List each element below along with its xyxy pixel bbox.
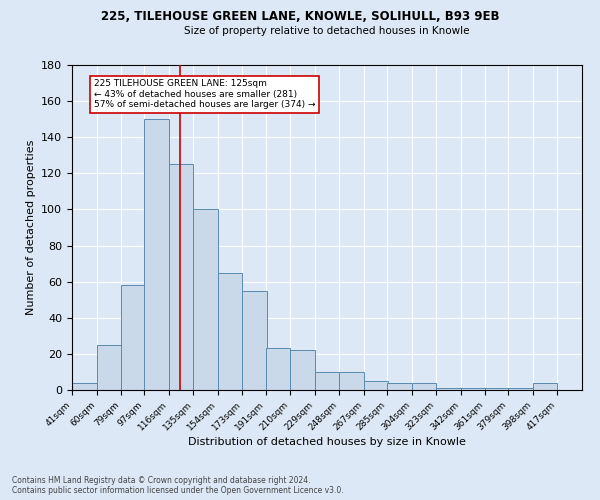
Bar bbox=[387, 383, 412, 390]
Bar bbox=[290, 350, 315, 390]
Y-axis label: Number of detached properties: Number of detached properties bbox=[26, 140, 35, 315]
X-axis label: Distribution of detached houses by size in Knowle: Distribution of detached houses by size … bbox=[188, 438, 466, 448]
Bar bbox=[508, 388, 533, 390]
Bar bbox=[266, 348, 290, 390]
Bar bbox=[169, 164, 193, 390]
Bar bbox=[485, 388, 509, 390]
Bar bbox=[97, 345, 121, 390]
Bar bbox=[339, 372, 364, 390]
Bar bbox=[315, 372, 339, 390]
Bar bbox=[461, 388, 485, 390]
Bar bbox=[533, 383, 557, 390]
Title: Size of property relative to detached houses in Knowle: Size of property relative to detached ho… bbox=[184, 26, 470, 36]
Bar bbox=[218, 272, 242, 390]
Text: 225, TILEHOUSE GREEN LANE, KNOWLE, SOLIHULL, B93 9EB: 225, TILEHOUSE GREEN LANE, KNOWLE, SOLIH… bbox=[101, 10, 499, 23]
Bar bbox=[145, 119, 169, 390]
Bar bbox=[412, 383, 436, 390]
Bar bbox=[364, 381, 388, 390]
Bar bbox=[242, 290, 267, 390]
Text: Contains HM Land Registry data © Crown copyright and database right 2024.
Contai: Contains HM Land Registry data © Crown c… bbox=[12, 476, 344, 495]
Text: 225 TILEHOUSE GREEN LANE: 125sqm
← 43% of detached houses are smaller (281)
57% : 225 TILEHOUSE GREEN LANE: 125sqm ← 43% o… bbox=[94, 80, 316, 109]
Bar bbox=[72, 383, 97, 390]
Bar bbox=[193, 210, 218, 390]
Bar bbox=[436, 388, 461, 390]
Bar bbox=[121, 286, 146, 390]
